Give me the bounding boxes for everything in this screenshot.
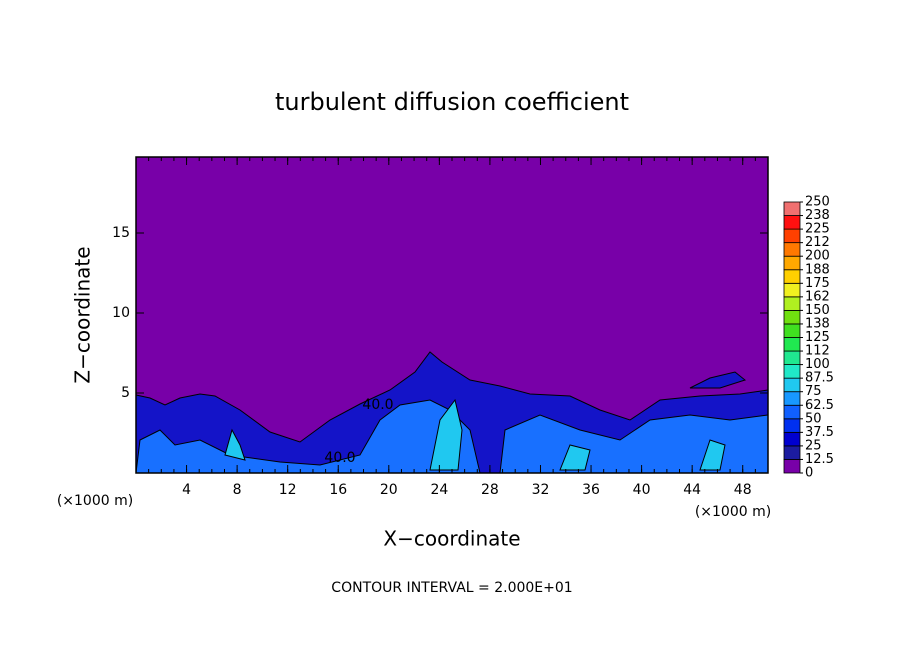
colorbar-label: 112 bbox=[805, 344, 830, 359]
x-tick-label: 32 bbox=[532, 482, 550, 498]
colorbar-swatch bbox=[783, 201, 801, 216]
y-tick-label: 15 bbox=[112, 225, 130, 241]
x-unit: (×1000 m) bbox=[695, 504, 771, 520]
colorbar-label: 37.5 bbox=[805, 425, 834, 440]
colorbar-label: 62.5 bbox=[805, 398, 834, 413]
x-unit: (×1000 m) bbox=[57, 493, 133, 509]
colorbar-swatch bbox=[783, 269, 801, 284]
colorbar-label: 12.5 bbox=[805, 452, 834, 467]
chart-title: turbulent diffusion coefficient bbox=[275, 88, 629, 116]
colorbar-swatch bbox=[783, 404, 801, 420]
colorbar-label: 225 bbox=[805, 222, 830, 237]
colorbar-swatch bbox=[783, 323, 801, 338]
contour-region bbox=[689, 371, 747, 389]
colorbar-label: 75 bbox=[805, 384, 822, 399]
x-tick-label: 44 bbox=[683, 482, 701, 498]
contour-field: 40.0 40.0 bbox=[135, 351, 769, 474]
colorbar-swatch bbox=[783, 445, 801, 460]
colorbar-swatch bbox=[783, 337, 801, 352]
x-tick-label: 20 bbox=[380, 482, 398, 498]
x-tick-label: 28 bbox=[481, 482, 499, 498]
x-tick-label: 40 bbox=[633, 482, 651, 498]
contour-label: 40.0 bbox=[362, 397, 393, 413]
colorbar-label: 188 bbox=[805, 262, 830, 277]
x-tick-label: 36 bbox=[582, 482, 600, 498]
colorbar-swatch bbox=[783, 309, 801, 325]
colorbar-label: 238 bbox=[805, 208, 830, 223]
colorbar-label: 250 bbox=[805, 195, 830, 210]
colorbar-swatch bbox=[783, 431, 801, 447]
colorbar-swatch bbox=[783, 228, 801, 244]
colorbar-swatch bbox=[783, 215, 801, 230]
x-tick-label: 4 bbox=[182, 482, 191, 498]
colorbar-swatch bbox=[783, 296, 801, 311]
colorbar-swatch bbox=[783, 255, 801, 271]
x-tick-label: 16 bbox=[329, 482, 347, 498]
colorbar-label: 150 bbox=[805, 303, 830, 318]
colorbar-label: 138 bbox=[805, 316, 830, 331]
colorbar-label: 162 bbox=[805, 289, 830, 304]
footer-note: CONTOUR INTERVAL = 2.000E+01 bbox=[331, 580, 572, 596]
colorbar-swatch bbox=[783, 391, 801, 406]
colorbar-label: 175 bbox=[805, 276, 830, 291]
colorbar-label: 212 bbox=[805, 235, 830, 250]
colorbar-swatch bbox=[783, 242, 801, 257]
colorbar-swatch bbox=[783, 459, 801, 474]
x-axis-label: X−coordinate bbox=[383, 527, 520, 551]
x-tick-label: 12 bbox=[279, 482, 297, 498]
x-tick-label: 8 bbox=[233, 482, 242, 498]
colorbar-label: 0 bbox=[805, 466, 813, 481]
colorbar-label: 200 bbox=[805, 249, 830, 264]
colorbar-swatch bbox=[783, 418, 801, 433]
y-tick-label: 5 bbox=[121, 385, 130, 401]
y-tick-label: 10 bbox=[112, 305, 130, 321]
colorbar-swatch bbox=[783, 364, 801, 379]
colorbar-label: 100 bbox=[805, 357, 830, 372]
y-axis-label: Z−coordinate bbox=[71, 246, 95, 383]
x-tick-label: 24 bbox=[430, 482, 448, 498]
contour-region bbox=[224, 398, 726, 471]
colorbar-label: 87.5 bbox=[805, 371, 834, 386]
colorbar-swatch bbox=[783, 350, 801, 365]
colorbar-swatch bbox=[783, 377, 801, 393]
colorbar-swatch bbox=[783, 282, 801, 298]
colorbar-label: 25 bbox=[805, 438, 822, 453]
x-tick-label: 48 bbox=[734, 482, 752, 498]
colorbar-label: 125 bbox=[805, 330, 830, 345]
contour-label: 40.0 bbox=[324, 450, 355, 466]
colorbar-label: 50 bbox=[805, 411, 822, 426]
